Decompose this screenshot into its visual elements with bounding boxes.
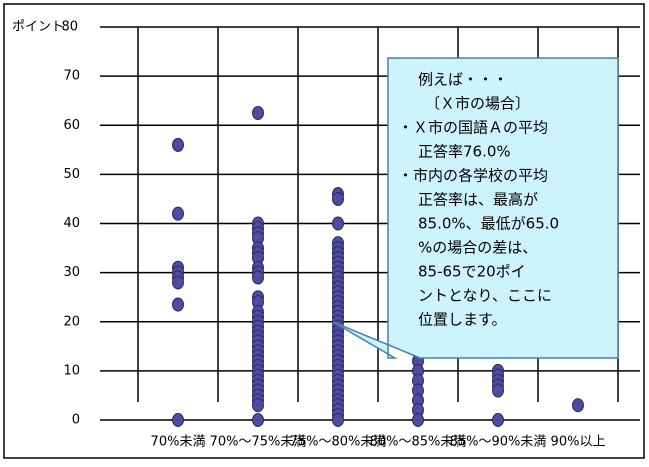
annotation-line: 正答率は、最高が bbox=[418, 191, 538, 209]
y-tick-label: 60 bbox=[63, 118, 80, 133]
annotation-line: %の場合の差は、 bbox=[418, 239, 537, 257]
annotation-line: 85-65で20ポイ bbox=[418, 263, 526, 281]
dot bbox=[252, 270, 264, 285]
dot bbox=[572, 398, 584, 413]
annotation-line: 85.0%、最低が65.0 bbox=[418, 215, 559, 233]
dot bbox=[252, 413, 264, 427]
x-tick-label: 90%以上 bbox=[551, 435, 606, 450]
dot bbox=[172, 206, 184, 221]
dot bbox=[332, 413, 344, 427]
y-tick-label: 0 bbox=[72, 413, 80, 428]
dots bbox=[172, 105, 584, 427]
callout bbox=[332, 57, 619, 359]
annotation-line: 位置します。 bbox=[418, 311, 507, 329]
x-tick-label: 70%～75%未満 bbox=[210, 435, 307, 450]
dot bbox=[412, 413, 424, 427]
y-tick-label: 40 bbox=[63, 216, 80, 231]
annotation-line: 〔Ｘ市の場合〕 bbox=[425, 95, 530, 113]
x-tick-label: 85%～90%未満 bbox=[450, 435, 547, 450]
annotation-line: ントとなり、ここに bbox=[418, 287, 552, 305]
dot bbox=[252, 398, 264, 413]
x-tick-label: 70%未満 bbox=[151, 435, 206, 450]
dot bbox=[492, 413, 504, 427]
y-tick-label: 80 bbox=[61, 20, 78, 35]
dot bbox=[252, 105, 264, 120]
y-tick-label: 30 bbox=[63, 265, 80, 280]
dot bbox=[172, 413, 184, 427]
annotation-line: 例えば・・・ bbox=[418, 71, 508, 89]
y-tick-label: 70 bbox=[63, 69, 80, 84]
annotation-line: 正答率76.0% bbox=[418, 143, 511, 161]
x-tick-label: 80%～85%未満 bbox=[370, 435, 467, 450]
annotation-line: ・Ｘ市の国語Ａの平均 bbox=[398, 119, 548, 137]
x-tick-label: 75%～80%未満 bbox=[290, 435, 387, 450]
y-tick-label: 10 bbox=[63, 363, 80, 378]
y-axis-label: ポイント bbox=[12, 20, 64, 35]
y-tick-label: 50 bbox=[63, 167, 80, 182]
dot bbox=[492, 383, 504, 398]
dot bbox=[172, 297, 184, 312]
dot bbox=[172, 137, 184, 152]
dot bbox=[332, 191, 344, 206]
dot bbox=[332, 216, 344, 231]
y-tick-label: 20 bbox=[63, 314, 80, 329]
dot bbox=[172, 275, 184, 290]
annotation-line: ・市内の各学校の平均 bbox=[398, 167, 548, 185]
